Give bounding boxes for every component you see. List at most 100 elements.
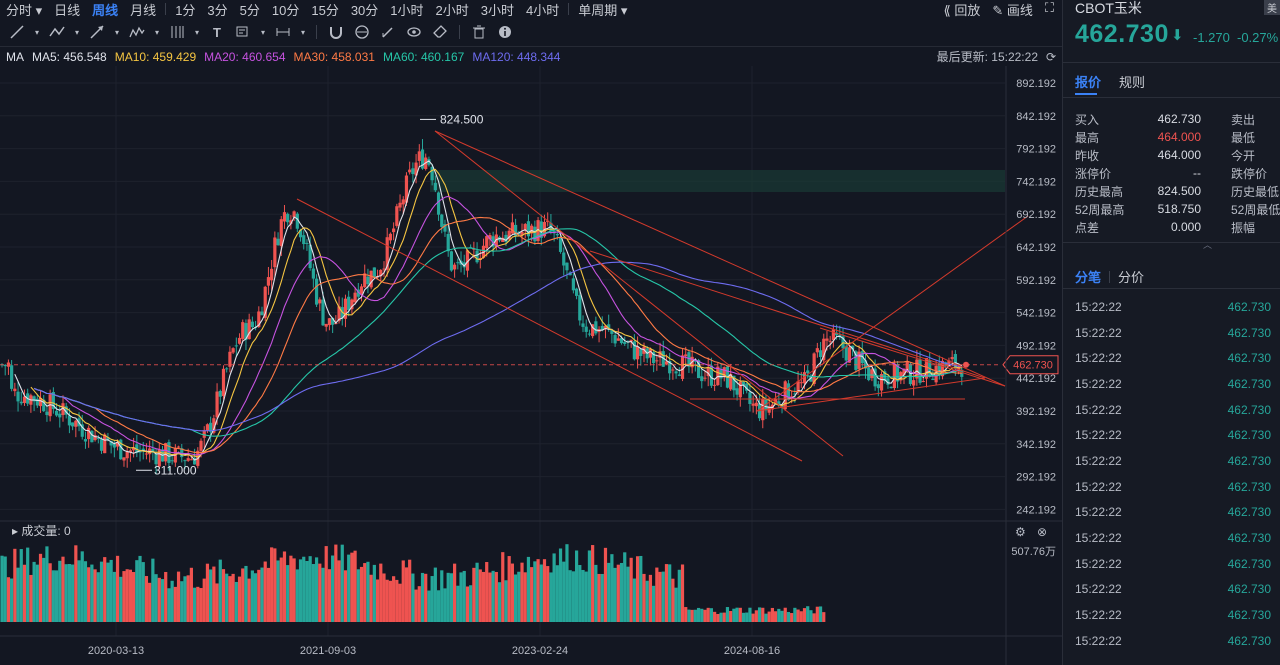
quote-label: 涨停价 — [1075, 166, 1112, 181]
volume-bar — [648, 574, 653, 622]
candlestick-chart[interactable]: 462.730 824.500 311.000 892.192 842.192 792.… — [0, 66, 1062, 665]
candle-body — [241, 322, 245, 339]
lock-icon[interactable] — [351, 21, 373, 43]
candle-body — [632, 341, 636, 360]
annotation-tool-icon[interactable] — [232, 21, 254, 43]
volume-bar — [436, 590, 441, 622]
trash-icon[interactable] — [468, 21, 490, 43]
candle-body — [64, 406, 68, 415]
period-4[interactable]: 1分 — [175, 2, 196, 18]
candle-body — [616, 338, 620, 341]
period-11[interactable]: 2小时 — [435, 2, 469, 18]
candle-body — [225, 368, 229, 370]
volume-bar — [668, 564, 672, 622]
info-icon[interactable] — [494, 21, 516, 43]
volume-bar — [106, 562, 110, 622]
magnet-icon[interactable] — [325, 21, 347, 43]
volume-bar — [703, 609, 707, 622]
period-9[interactable]: 30分 — [350, 2, 379, 18]
candle-body — [286, 213, 290, 223]
volume-bar — [38, 553, 43, 622]
line-tool-icon[interactable] — [6, 21, 28, 43]
tick-price: 462.730 — [1227, 479, 1271, 494]
divider — [1063, 288, 1280, 289]
text-tool-icon[interactable]: T — [213, 24, 221, 40]
candle-body — [774, 399, 778, 404]
period-7[interactable]: 10分 — [271, 2, 300, 18]
dropdown-icon[interactable]: ▾ — [114, 27, 119, 37]
period-0[interactable]: 分时 ▾ — [6, 2, 43, 18]
dropdown-icon[interactable]: ▾ — [260, 27, 265, 37]
volume-bar — [443, 588, 447, 622]
period-14[interactable]: 单周期 ▾ — [578, 2, 628, 18]
candle-body — [453, 264, 457, 270]
period-6[interactable]: 5分 — [239, 2, 260, 18]
fullscreen-icon[interactable]: ⛶ — [1044, 0, 1054, 15]
tab-price-dist[interactable]: 分价 — [1118, 270, 1145, 285]
volume-bar — [536, 559, 540, 622]
candle-body — [655, 360, 659, 362]
tick-price: 462.730 — [1227, 351, 1271, 366]
multi-line-tool-icon[interactable] — [46, 21, 68, 43]
period-12[interactable]: 3小时 — [480, 2, 514, 18]
measure-tool-icon[interactable] — [272, 21, 294, 43]
replay-button[interactable]: ⟪ 回放 — [943, 3, 981, 18]
volume-bar — [388, 580, 393, 622]
dropdown-icon[interactable]: ▾ — [74, 27, 79, 37]
period-1[interactable]: 日线 — [54, 2, 81, 18]
ray-tool-icon[interactable] — [86, 21, 108, 43]
down-arrow-icon: ⬇ — [1171, 27, 1184, 44]
quote-value: 464.000 — [1157, 130, 1201, 144]
volume-bar — [302, 556, 306, 622]
candle-body — [629, 339, 633, 342]
refresh-icon[interactable]: ⟳ — [1045, 49, 1056, 64]
tab-rules[interactable]: 规则 — [1119, 75, 1146, 90]
candle-body — [876, 384, 880, 389]
ma5-line — [14, 160, 963, 461]
eraser-icon[interactable] — [429, 21, 451, 43]
draw-button[interactable]: ✎ 画线 — [992, 3, 1033, 18]
volume-bar — [404, 567, 409, 622]
volume-bar — [212, 566, 216, 622]
candle-body — [485, 236, 489, 248]
candle-body — [38, 397, 43, 407]
period-13[interactable]: 4小时 — [526, 2, 560, 18]
dropdown-icon[interactable]: ▾ — [300, 27, 305, 37]
channel-tool-icon[interactable] — [166, 21, 188, 43]
period-2[interactable]: 周线 — [92, 2, 119, 18]
ma-label[interactable]: MA — [6, 49, 24, 64]
candle-body — [106, 437, 110, 441]
period-10[interactable]: 1小时 — [390, 2, 424, 18]
candle-body — [472, 248, 476, 250]
candle-body — [42, 399, 46, 412]
dropdown-icon[interactable]: ▾ — [194, 27, 199, 37]
collapse-icon[interactable]: ︿ — [1203, 240, 1213, 250]
volume-bar — [22, 564, 27, 622]
candle-body — [786, 383, 791, 401]
candle-body — [584, 326, 588, 332]
tick-price: 462.730 — [1227, 633, 1271, 648]
ma60-value: MA60: 460.167 — [382, 49, 465, 64]
eye-icon[interactable] — [403, 21, 425, 43]
tick-list[interactable]: 15:22:22 462.730 15:22:22 462.730 15:22:22 46… — [1075, 294, 1271, 654]
volume-bar — [331, 555, 335, 622]
toolbar-divider — [459, 25, 460, 39]
volume-bar — [818, 606, 823, 622]
period-3[interactable]: 月线 — [130, 2, 157, 18]
tab-quote[interactable]: 报价 — [1075, 75, 1102, 90]
quote-table: 买入 462.730 卖出 最高 464.000 最低 昨收 464.000 今开 涨停价 -- 跌停… — [1075, 110, 1280, 236]
tab-ticks[interactable]: 分笔 — [1075, 270, 1102, 285]
wave-tool-icon[interactable] — [126, 21, 148, 43]
ma30-line — [33, 216, 962, 454]
dropdown-icon[interactable]: ▾ — [154, 27, 159, 37]
close-icon: ⊗ — [1037, 525, 1047, 539]
volume-bar — [202, 578, 206, 622]
candle-body — [587, 333, 592, 335]
volume-bar — [709, 608, 714, 622]
volume-bar — [607, 562, 611, 622]
dropdown-icon[interactable]: ▾ — [34, 27, 39, 37]
candle-body — [706, 367, 710, 377]
draw-mode-icon[interactable] — [377, 21, 399, 43]
period-5[interactable]: 3分 — [207, 2, 228, 18]
period-8[interactable]: 15分 — [311, 2, 339, 18]
